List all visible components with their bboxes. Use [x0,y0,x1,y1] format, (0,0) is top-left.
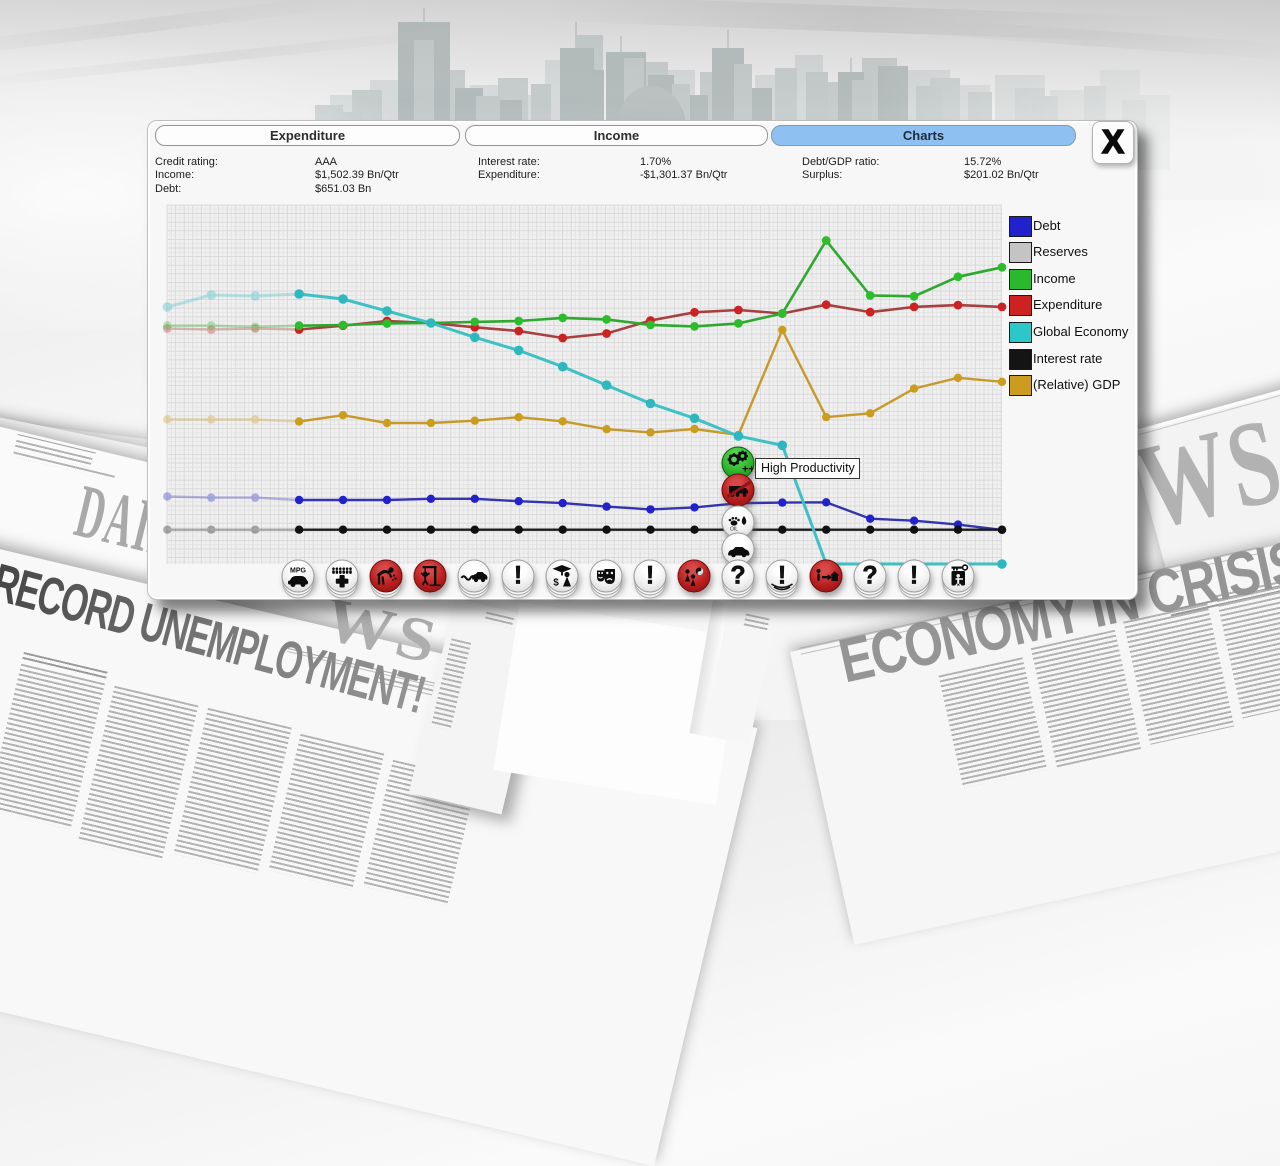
svg-text:$: $ [553,578,559,589]
svg-text:++: ++ [742,464,754,476]
svg-text:OIL: OIL [730,527,738,533]
svg-text:MPG: MPG [290,568,307,575]
